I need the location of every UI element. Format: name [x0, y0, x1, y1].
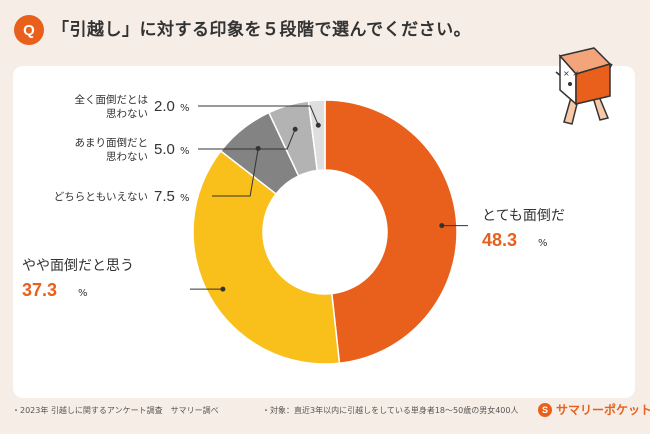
target-note: ・対象：直近3年以内に引越しをしている単身者18〜50歳の男女400人 [262, 406, 519, 415]
donut-slice [324, 99, 458, 365]
question-badge: Q [14, 15, 44, 45]
slice-unit: % [180, 193, 190, 204]
brand-mark-icon: S [538, 402, 552, 417]
question-title: 「引越し」に対する印象を５段階で選んでください。 [52, 20, 472, 40]
slice-label: 全く面倒だとは思わない [75, 93, 149, 120]
donut-slice [307, 99, 326, 172]
slice-label: どちらともいえない [54, 191, 148, 203]
svg-text:× ×: × × [563, 69, 579, 78]
donut-slice [192, 149, 341, 365]
slice-value: 37.3 [22, 280, 57, 300]
slice-value: 5.0 [154, 141, 175, 158]
moving-box-character-icon: × × [555, 47, 613, 125]
leader-dot [292, 126, 298, 132]
slice-label: とても面倒だ [482, 208, 565, 224]
source-note: ・2023年 引越しに関するアンケート調査 サマリー調べ [12, 406, 219, 415]
brand-name: サマリーポケット [556, 403, 650, 417]
slice-unit: % [538, 238, 548, 249]
leader-dot [220, 286, 226, 292]
leader-dot [439, 223, 445, 229]
slice-value: 7.5 [154, 188, 175, 205]
slice-label: あまり面倒だと思わない [75, 137, 149, 163]
slice-value: 48.3 [482, 230, 517, 250]
leader-dot [315, 122, 321, 128]
slice-unit: % [180, 146, 190, 157]
slice-unit: % [78, 288, 88, 299]
leader-line [212, 148, 259, 197]
slice-label-line: あまり面倒だと [75, 137, 149, 149]
slice-unit: % [180, 103, 190, 114]
slice-label-line: 思わない [106, 151, 148, 163]
leader-line [198, 105, 319, 126]
leader-line [198, 129, 296, 150]
leader-dot [255, 145, 261, 151]
slice-label-line: 思わない [106, 108, 148, 120]
slice-value: 2.0 [154, 98, 175, 115]
brand-logo[interactable]: S サマリーポケット [538, 401, 650, 418]
slice-label: やや面倒だと思う [22, 258, 134, 274]
slice-label-line: 全く面倒だとは [75, 93, 149, 106]
slice-label-line: どちらともいえない [54, 191, 148, 203]
